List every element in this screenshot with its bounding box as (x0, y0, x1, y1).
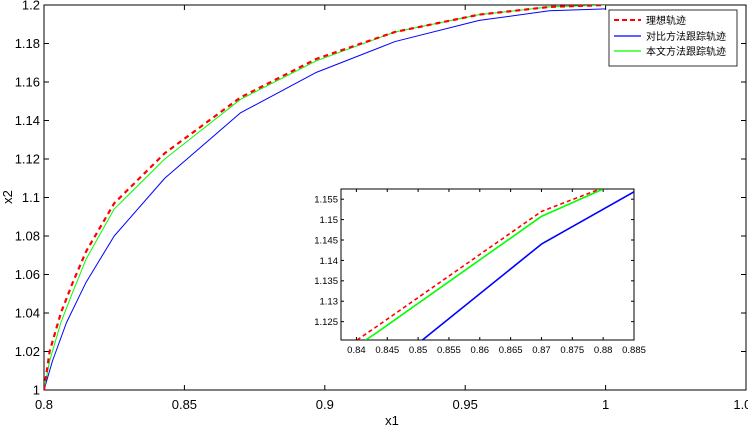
main-y-axis-label: x2 (0, 190, 15, 204)
main-x-tick-label: 0.9 (316, 397, 334, 412)
main-y-tick-label: 1.12 (15, 152, 40, 167)
inset-x-tick-label: 0.845 (375, 345, 399, 356)
inset-plot-area (340, 188, 635, 341)
main-y-tick-label: 1.18 (15, 36, 40, 51)
inset-series-proposed-line (365, 189, 604, 340)
inset-x-tick-label: 0.88 (594, 345, 613, 356)
inset-y-tick-label: 1.15 (320, 215, 339, 226)
inset-x-axis: 0.84 0.845 0.85 0.855 0.86 0.865 0.87 0.875 0.88… (347, 189, 646, 356)
main-series-comparison-line (44, 8, 606, 390)
main-series-ideal-line (44, 5, 606, 390)
main-series-proposed-line (44, 5, 606, 390)
inset-y-tick-label: 1.135 (314, 276, 338, 287)
inset-y-tick-label: 1.125 (314, 317, 338, 328)
inset-series-comparison-line (421, 191, 634, 340)
main-x-tick-label: 0.8 (35, 397, 53, 412)
inset-x-tick-label: 0.875 (560, 345, 584, 356)
inset-series-ideal-line (356, 189, 601, 340)
main-x-tick-label: 0.95 (453, 397, 478, 412)
legend-label-comparison: 对比方法跟踪轨迹 (646, 30, 726, 43)
inset-x-tick-label: 0.85 (409, 345, 428, 356)
inset-y-tick-label: 1.13 (320, 297, 339, 308)
main-y-tick-label: 1.04 (15, 306, 40, 321)
main-y-tick-label: 1.14 (15, 113, 40, 128)
inset-x-tick-label: 0.86 (471, 345, 490, 356)
main-x-tick-label: 0.85 (172, 397, 197, 412)
main-y-tick-label: 1.16 (15, 75, 40, 90)
inset-x-tick-label: 0.885 (622, 345, 646, 356)
main-y-axis: 1 1.02 1.04 1.06 1.08 1.1 1.12 1.14 1.16 1.18 1.2 (15, 0, 746, 398)
inset-x-tick-label: 0.855 (437, 345, 461, 356)
main-y-tick-label: 1.06 (15, 267, 40, 282)
inset-series-group (356, 189, 634, 340)
inset-y-tick-label: 1.145 (314, 235, 338, 246)
legend-label-ideal: 理想轨迹 (646, 14, 686, 27)
legend-label-proposed: 本文方法跟踪轨迹 (646, 45, 726, 58)
main-y-tick-label: 1.08 (15, 229, 40, 244)
inset-x-tick-label: 0.84 (347, 345, 366, 356)
inset-y-axis: 1.125 1.13 1.135 1.14 1.145 1.15 1.155 (314, 195, 634, 328)
main-x-axis-label: x1 (385, 413, 399, 428)
main-series-group (44, 5, 606, 390)
main-y-tick-label: 1.1 (22, 190, 40, 205)
legend: 理想轨迹 对比方法跟踪轨迹 本文方法跟踪轨迹 (608, 9, 738, 67)
main-x-axis: 0.8 0.85 0.9 0.95 1 1.05 (35, 5, 748, 412)
inset-x-tick-label: 0.87 (532, 345, 551, 356)
main-x-tick-label: 1 (602, 397, 609, 412)
inset-y-tick-label: 1.155 (314, 195, 338, 206)
main-y-tick-label: 1 (33, 383, 40, 398)
inset-x-tick-label: 0.865 (499, 345, 523, 356)
main-x-tick-label: 1.05 (733, 397, 748, 412)
main-y-tick-label: 1.2 (22, 0, 40, 13)
main-y-tick-label: 1.02 (15, 344, 40, 359)
inset-y-tick-label: 1.14 (320, 256, 339, 267)
